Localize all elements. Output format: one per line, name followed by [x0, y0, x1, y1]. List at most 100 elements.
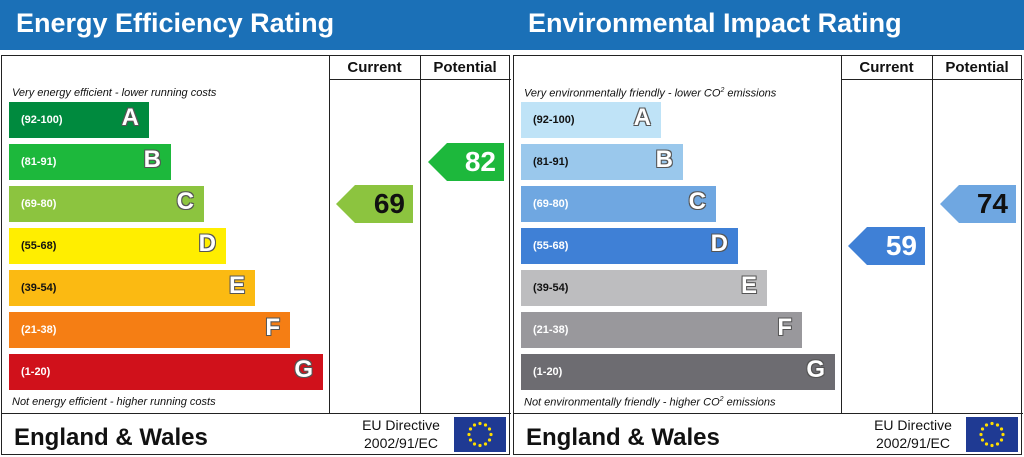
potential-rating-value: 82	[464, 146, 496, 177]
column-divider	[329, 56, 330, 413]
eu-flag-icon	[966, 417, 1018, 452]
eu-star	[478, 443, 482, 448]
bottom-note: Not environmentally friendly - higher CO…	[524, 396, 776, 409]
band-range: (21-38)	[21, 324, 57, 336]
band-letter: A	[121, 104, 139, 131]
environmental-impact-panel: Environmental Impact Rating Current Pote…	[512, 0, 1024, 457]
eu-star	[487, 438, 492, 442]
band-range: (21-38)	[533, 324, 569, 336]
column-divider	[841, 56, 842, 413]
eu-star	[990, 421, 994, 426]
band-letter: F	[777, 314, 792, 341]
band-range: (92-100)	[21, 114, 63, 126]
band-b: (81-91) B	[9, 144, 171, 180]
band-range: (1-20)	[533, 366, 563, 378]
band-e: (39-54) E	[9, 270, 255, 306]
band-f: (21-38) F	[521, 312, 802, 348]
bottom-note: Not energy efficient - higher running co…	[12, 396, 216, 408]
chart-title: Energy Efficiency Rating	[16, 8, 335, 38]
eu-star	[472, 442, 477, 446]
eu-star	[980, 427, 985, 431]
footer-divider	[514, 413, 1023, 414]
eu-star	[1001, 432, 1005, 437]
band-letter: E	[740, 272, 757, 299]
band-letter: B	[143, 146, 161, 173]
band-c: (69-80) C	[9, 186, 204, 222]
band-e: (39-54) E	[521, 270, 767, 306]
region-label: England & Wales	[14, 424, 208, 451]
band-d: (55-68) D	[9, 228, 226, 264]
potential-column-header: Potential	[945, 59, 1009, 76]
band-letter: D	[710, 230, 728, 257]
band-range: (55-68)	[21, 240, 57, 252]
eu-star	[478, 421, 482, 426]
band-b: (81-91) B	[521, 144, 683, 180]
band-g: (1-20) G	[9, 354, 323, 390]
current-column-header: Current	[859, 59, 914, 76]
band-letter: G	[294, 356, 313, 383]
header-divider	[329, 79, 511, 80]
band-range: (81-91)	[533, 156, 569, 168]
band-letter: E	[228, 272, 245, 299]
eu-star	[483, 423, 488, 427]
title-bar: Energy Efficiency Rating	[0, 0, 512, 50]
eu-star	[984, 423, 989, 427]
current-column-header: Current	[347, 59, 402, 76]
band-range: (39-54)	[21, 282, 57, 294]
arrow-shape	[428, 143, 504, 181]
eu-star	[467, 432, 471, 437]
chart-title: Environmental Impact Rating	[528, 8, 902, 38]
directive-line-1: EU Directive	[362, 417, 440, 433]
band-range: (92-100)	[533, 114, 575, 126]
directive-line-2: 2002/91/EC	[364, 435, 438, 451]
eu-star	[483, 442, 488, 446]
band-range: (1-20)	[21, 366, 51, 378]
eu-star	[999, 427, 1004, 431]
potential-rating-value: 74	[976, 188, 1008, 219]
bottom-note-end: emissions	[723, 396, 776, 409]
footer-divider	[2, 413, 511, 414]
band-letter: B	[655, 146, 673, 173]
arrow-shape	[848, 227, 925, 265]
current-rating-arrow: 59	[848, 227, 925, 265]
directive-line-1: EU Directive	[874, 417, 952, 433]
arrow-shape	[940, 185, 1016, 223]
eu-star	[487, 427, 492, 431]
eu-stars	[467, 421, 493, 448]
rating-box: Current Potential Very environmentally f…	[513, 55, 1023, 455]
band-a: (92-100) A	[521, 102, 661, 138]
eu-star	[995, 423, 1000, 427]
band-f: (21-38) F	[9, 312, 290, 348]
eu-star	[979, 432, 983, 437]
title-bar: Environmental Impact Rating	[512, 0, 1024, 50]
eu-star	[472, 423, 477, 427]
column-divider	[932, 56, 933, 413]
eu-star	[999, 438, 1004, 442]
bottom-note-text: Not environmentally friendly - higher CO	[524, 396, 720, 409]
eu-star	[984, 442, 989, 446]
band-g: (1-20) G	[521, 354, 835, 390]
band-a: (92-100) A	[9, 102, 149, 138]
column-divider	[420, 56, 421, 413]
eu-star	[990, 443, 994, 448]
band-letter: G	[806, 356, 825, 383]
arrow-shape	[336, 185, 413, 223]
bottom-note-sup: 2	[719, 396, 724, 403]
eu-star	[468, 427, 473, 431]
band-letter: C	[176, 188, 194, 215]
band-letter: D	[198, 230, 216, 257]
band-range: (55-68)	[533, 240, 569, 252]
band-range: (69-80)	[533, 198, 569, 210]
region-label: England & Wales	[526, 424, 720, 451]
current-rating-value: 59	[885, 230, 917, 261]
current-rating-value: 69	[373, 188, 405, 219]
potential-rating-arrow: 74	[940, 185, 1016, 223]
energy-efficiency-panel: Energy Efficiency Rating Current Potenti…	[0, 0, 512, 455]
top-note-end: emissions	[724, 87, 777, 100]
top-note: Very energy efficient - lower running co…	[12, 87, 217, 99]
header-divider	[841, 79, 1023, 80]
eu-directive: EU Directive 2002/91/EC	[864, 416, 962, 452]
eu-star	[468, 438, 473, 442]
top-note-sup: 2	[720, 87, 725, 94]
band-range: (81-91)	[21, 156, 57, 168]
